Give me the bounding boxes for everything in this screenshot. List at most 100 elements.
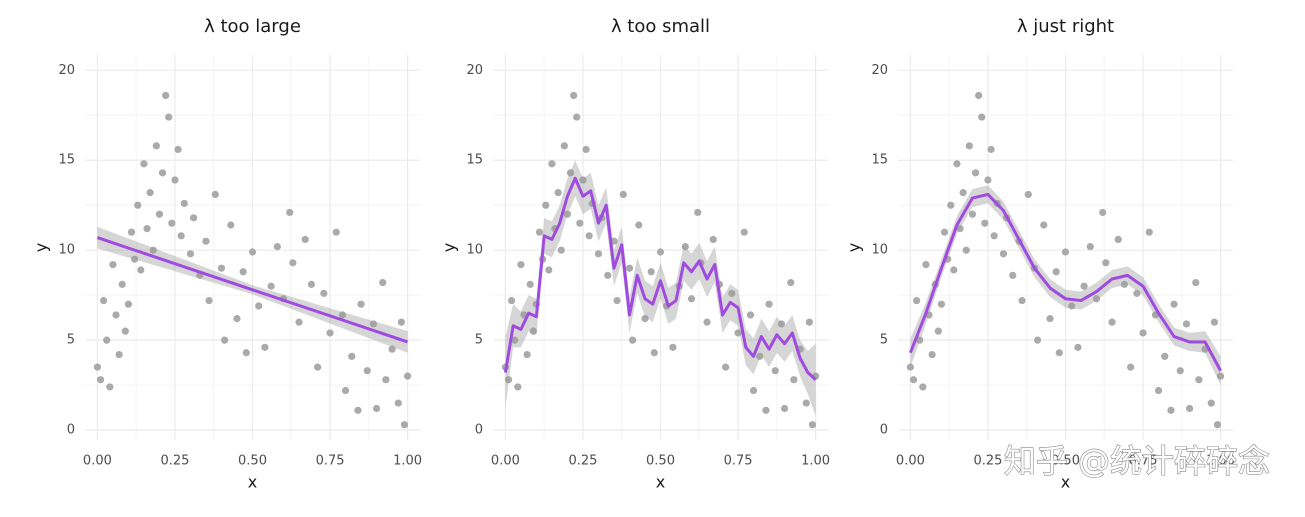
point — [307, 280, 316, 288]
point — [937, 300, 946, 308]
point — [152, 142, 160, 150]
point — [1182, 320, 1191, 328]
x-tick-label: 0.75 — [724, 454, 753, 469]
point — [613, 296, 621, 305]
point — [656, 248, 665, 256]
point — [1061, 248, 1070, 256]
point — [956, 225, 964, 233]
point — [906, 363, 915, 371]
point — [808, 421, 817, 429]
point — [149, 246, 157, 254]
point — [762, 406, 770, 414]
point — [162, 91, 170, 100]
y-tick-label: 20 — [871, 63, 888, 78]
point — [1161, 352, 1169, 360]
x-tick-label: 1.00 — [393, 454, 422, 469]
point — [517, 260, 525, 269]
x-tick-label: 0.25 — [568, 454, 597, 469]
confidence-band — [505, 160, 816, 416]
point — [619, 190, 627, 199]
y-tick-label: 5 — [880, 333, 888, 348]
point — [369, 320, 378, 328]
point — [1213, 421, 1222, 429]
point — [971, 169, 980, 177]
point — [1033, 336, 1042, 344]
point — [913, 296, 921, 305]
point — [780, 404, 789, 413]
point — [363, 367, 371, 375]
point — [289, 259, 297, 267]
point — [1216, 372, 1225, 380]
point — [566, 169, 575, 177]
point — [273, 243, 281, 251]
point — [984, 176, 992, 184]
point — [694, 208, 702, 217]
point — [965, 142, 973, 150]
point — [357, 300, 365, 308]
point — [1145, 228, 1153, 236]
point — [604, 271, 612, 279]
point — [137, 266, 145, 274]
point — [1055, 349, 1063, 357]
x-tick-label: 0.50 — [238, 454, 267, 469]
point — [397, 318, 405, 326]
point — [1192, 278, 1200, 287]
watermark: 知乎 @统计碎碎念 — [1004, 442, 1270, 480]
point — [1139, 329, 1147, 337]
point — [1207, 399, 1215, 407]
point — [576, 219, 584, 227]
point — [1195, 376, 1203, 384]
point — [205, 296, 213, 305]
point — [650, 349, 658, 357]
point — [239, 268, 247, 276]
point — [155, 210, 164, 218]
point — [771, 367, 779, 375]
point — [267, 282, 275, 290]
point — [106, 383, 114, 391]
point — [1114, 235, 1122, 244]
point — [687, 295, 696, 303]
point — [909, 376, 918, 384]
point — [554, 189, 562, 197]
point — [403, 372, 412, 380]
point — [174, 145, 182, 154]
point — [400, 421, 409, 429]
point — [332, 228, 340, 236]
point — [189, 214, 198, 222]
point — [959, 189, 967, 197]
point — [96, 376, 105, 384]
point — [709, 235, 717, 244]
x-tick-label: 0.50 — [646, 454, 675, 469]
point — [134, 201, 142, 209]
x-tick-label: 0.75 — [1129, 454, 1158, 469]
point — [382, 376, 390, 384]
point — [338, 311, 347, 319]
point — [93, 363, 102, 371]
point — [242, 349, 250, 357]
point — [1170, 300, 1178, 308]
point — [118, 280, 126, 288]
point — [1068, 302, 1076, 310]
y-tick-label: 20 — [466, 63, 483, 78]
point — [746, 311, 755, 319]
point — [647, 268, 655, 276]
point — [286, 208, 294, 217]
point — [112, 311, 120, 319]
point — [109, 260, 117, 269]
point — [756, 352, 764, 360]
point — [765, 300, 773, 308]
point — [919, 383, 927, 391]
point — [526, 280, 534, 288]
x-tick-label: 0.25 — [160, 454, 189, 469]
point — [975, 91, 983, 100]
fit-line — [909, 192, 1222, 372]
point — [177, 232, 185, 240]
point — [121, 327, 129, 335]
y-tick-label: 10 — [871, 243, 888, 258]
point — [1052, 268, 1060, 276]
fit-line — [96, 236, 409, 344]
point — [625, 264, 634, 272]
fit-line — [503, 176, 817, 381]
y-tick-label: 15 — [466, 153, 483, 168]
